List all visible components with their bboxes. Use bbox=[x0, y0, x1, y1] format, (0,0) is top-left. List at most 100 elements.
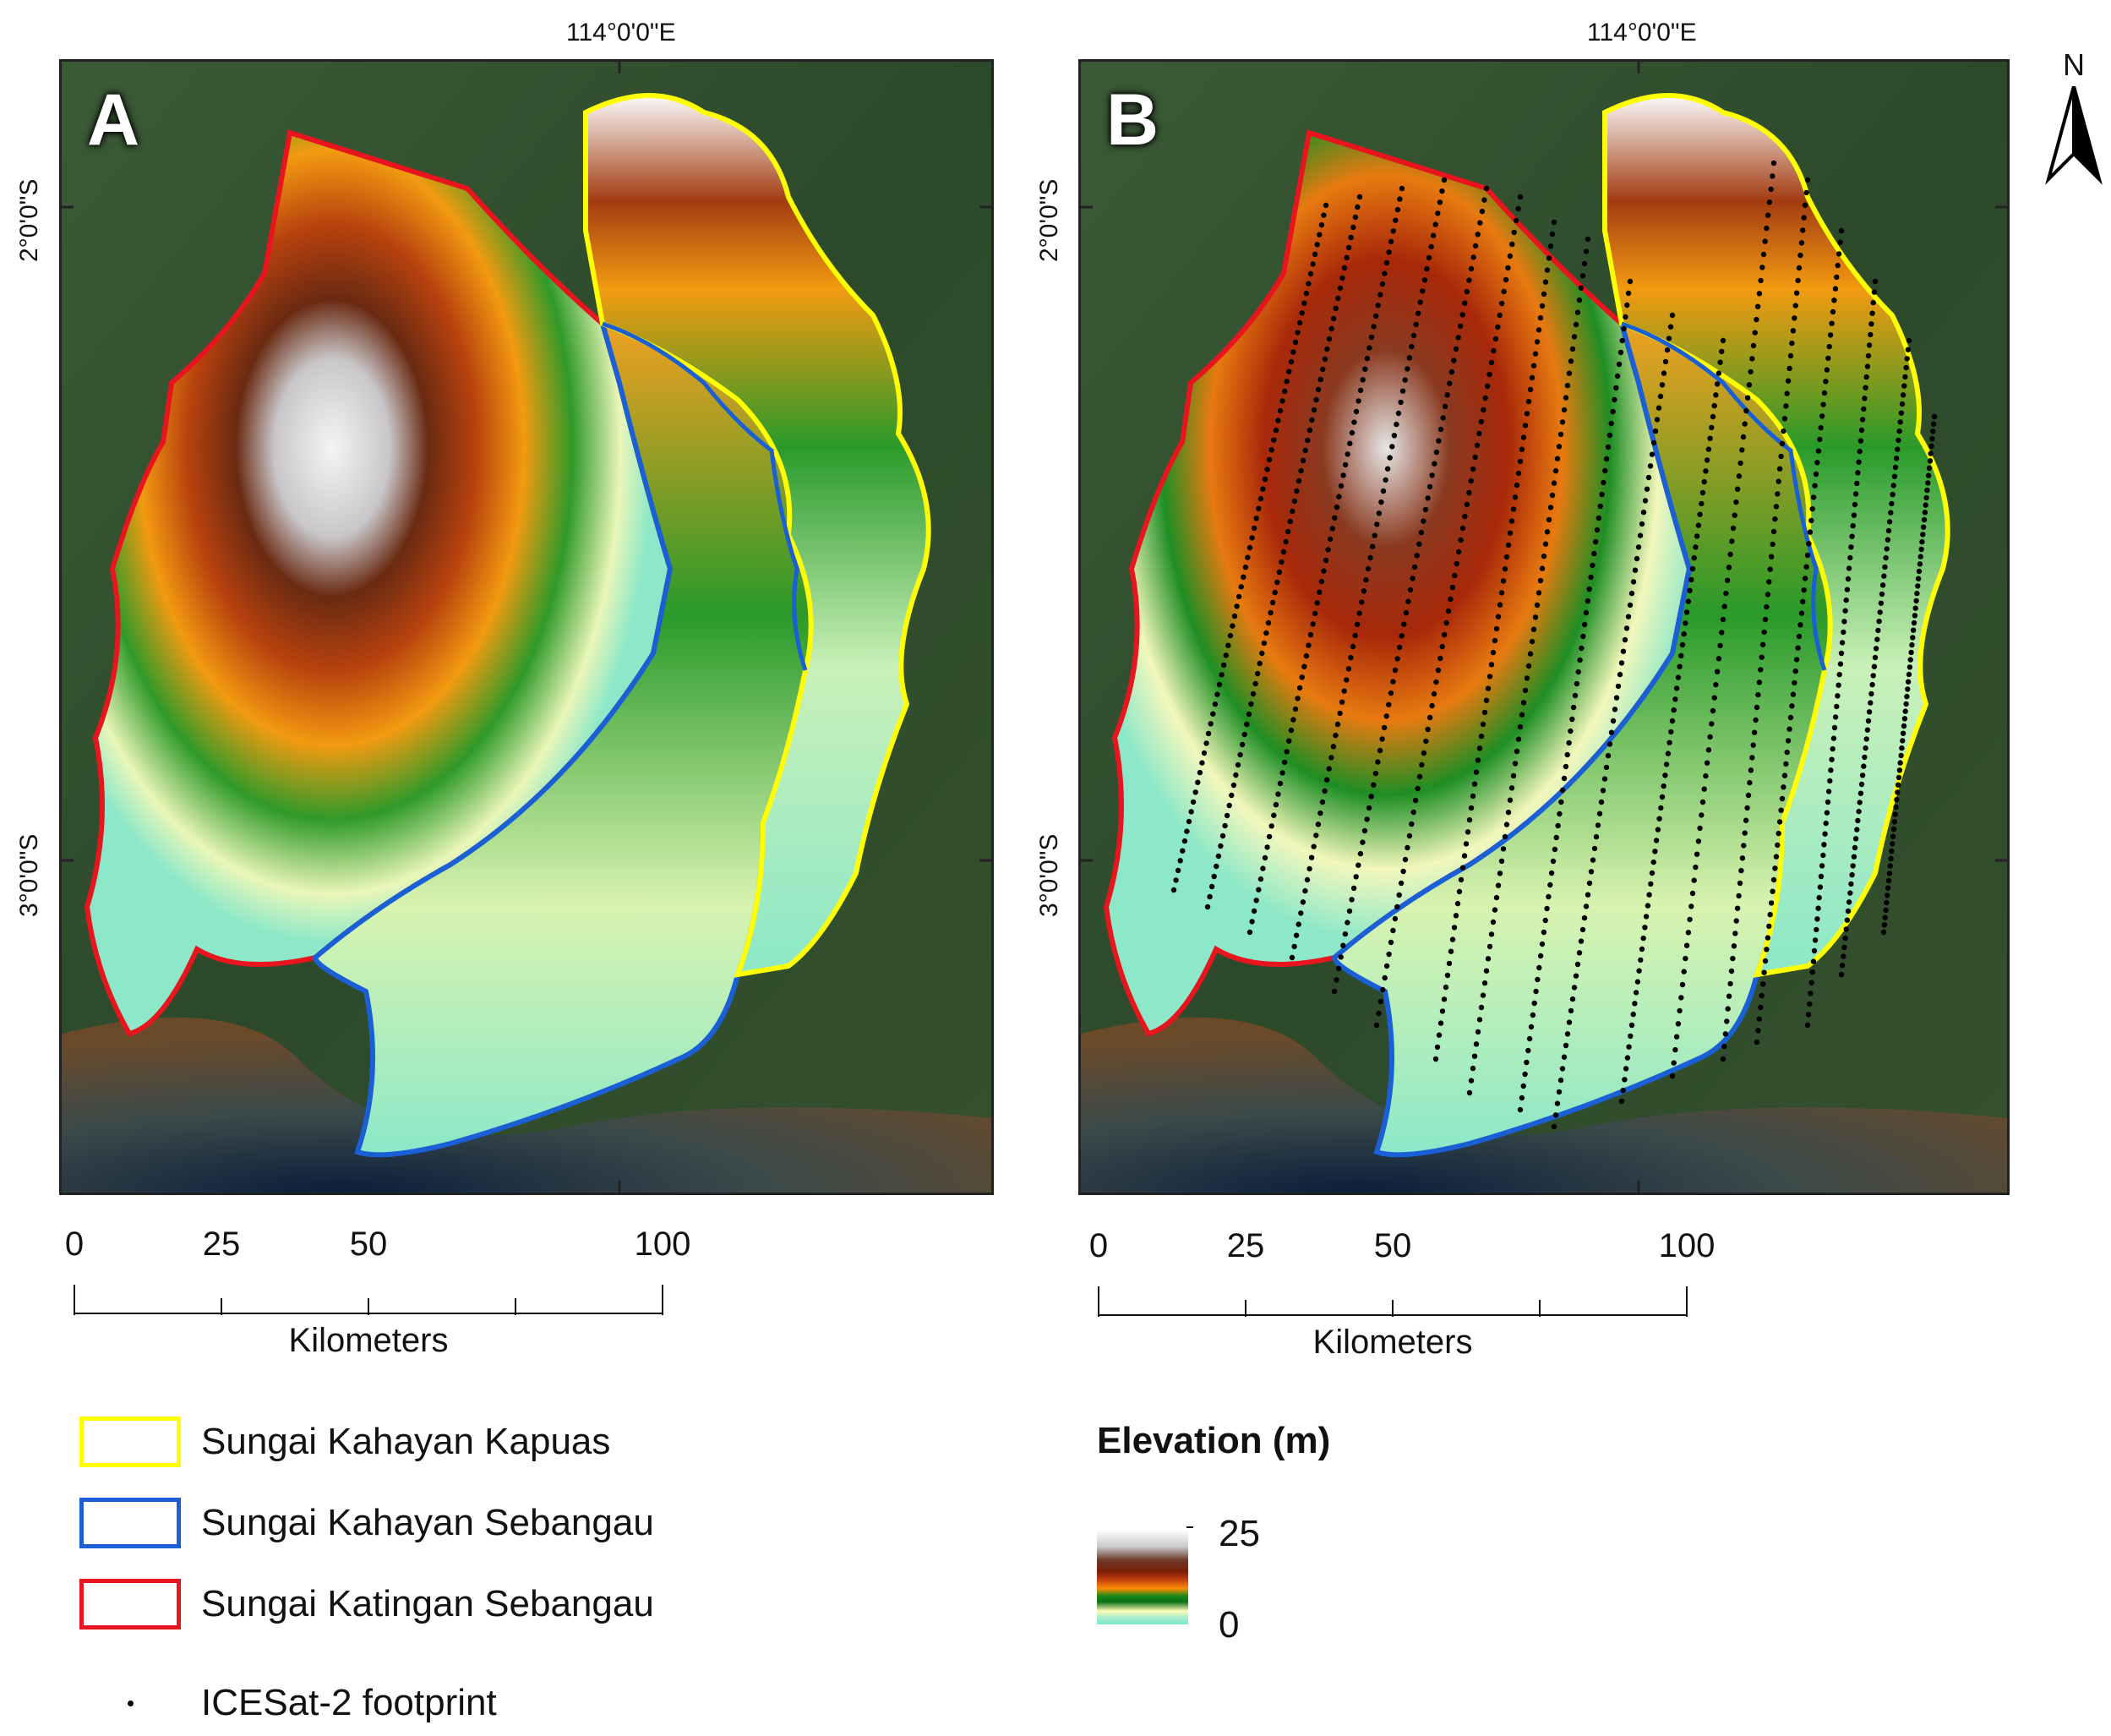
footprint-point bbox=[1588, 869, 1595, 875]
footprint-point bbox=[1579, 645, 1585, 652]
footprint-point bbox=[1542, 279, 1549, 285]
footprint-point bbox=[1707, 435, 1713, 441]
footprint-point bbox=[1917, 554, 1923, 560]
footprint-point bbox=[1257, 876, 1264, 882]
footprint-point bbox=[1642, 925, 1648, 931]
legend-item-katingan: Sungai Katingan Sebangau bbox=[79, 1579, 654, 1630]
footprint-point bbox=[1253, 898, 1259, 903]
footprint-point bbox=[1926, 465, 1933, 472]
footprint-point bbox=[1619, 337, 1625, 344]
footprint-point bbox=[1596, 515, 1602, 521]
footprint-point bbox=[1492, 336, 1499, 342]
footprint-point bbox=[1636, 968, 1642, 974]
kahayan-kapuas-region bbox=[583, 93, 931, 978]
footprint-point bbox=[1694, 533, 1700, 539]
footprint-point bbox=[1758, 667, 1764, 673]
footprint-point bbox=[1748, 767, 1754, 773]
footprint-point bbox=[1433, 679, 1439, 685]
footprint-point bbox=[1845, 908, 1852, 914]
footprint-point bbox=[1668, 729, 1674, 735]
footprint-point bbox=[1606, 741, 1613, 747]
footprint-point bbox=[1733, 918, 1739, 924]
footprint-point bbox=[1755, 691, 1761, 698]
footprint-point bbox=[1666, 336, 1672, 341]
footprint-point bbox=[1256, 505, 1262, 511]
footprint-point bbox=[1672, 696, 1678, 702]
footprint-point bbox=[1519, 446, 1525, 452]
footprint-point bbox=[1284, 379, 1290, 385]
footprint-point bbox=[1928, 450, 1934, 456]
footprint-point bbox=[1884, 546, 1890, 552]
footprint-point bbox=[1656, 405, 1662, 411]
footprint-point bbox=[1364, 816, 1370, 822]
footprint-point bbox=[1355, 204, 1361, 210]
footprint-point bbox=[1284, 749, 1290, 755]
footprint-point bbox=[1564, 751, 1570, 758]
map-panel-b[interactable]: B bbox=[1078, 59, 2010, 1195]
footprint-point bbox=[1820, 852, 1826, 859]
footprint-point bbox=[1330, 744, 1337, 750]
footprint-point bbox=[1534, 339, 1541, 345]
footprint-point bbox=[1274, 579, 1280, 586]
footprint-point bbox=[1891, 819, 1898, 825]
footprint-point bbox=[1452, 572, 1458, 579]
footprint-point bbox=[1683, 620, 1688, 626]
footprint-point bbox=[1639, 521, 1645, 527]
footprint-point bbox=[1197, 769, 1203, 776]
footprint-point bbox=[1403, 609, 1410, 616]
footprint-point bbox=[1273, 427, 1279, 434]
footprint-point bbox=[1815, 905, 1821, 911]
footprint-point bbox=[1848, 544, 1854, 550]
footprint-point bbox=[1906, 337, 1912, 344]
footprint-point bbox=[1734, 905, 1741, 911]
footprint-point bbox=[1797, 252, 1803, 259]
footprint-point bbox=[1508, 518, 1515, 524]
footprint-point bbox=[1776, 466, 1783, 472]
footprint-point bbox=[1726, 993, 1732, 999]
footprint-point bbox=[1515, 470, 1522, 477]
footprint-point bbox=[1517, 723, 1524, 730]
footprint-point bbox=[1688, 576, 1694, 583]
footprint-point bbox=[1471, 1053, 1478, 1059]
footprint-point bbox=[1429, 702, 1435, 709]
footprint-point bbox=[1750, 742, 1756, 748]
footprint-point bbox=[1546, 893, 1552, 900]
footprint-point bbox=[1574, 309, 1581, 315]
footprint-point bbox=[1336, 494, 1342, 500]
footprint-point bbox=[1633, 990, 1639, 996]
footprint-point bbox=[1391, 433, 1398, 439]
footprint-point bbox=[1838, 650, 1845, 657]
footprint-point bbox=[1220, 662, 1227, 669]
footprint-point bbox=[1313, 396, 1319, 403]
footprint-point bbox=[1205, 730, 1212, 737]
footprint-point bbox=[1841, 944, 1847, 951]
footprint-point bbox=[1390, 679, 1396, 685]
footprint-point bbox=[1924, 487, 1930, 494]
footprint-point bbox=[1645, 903, 1651, 909]
footprint-point bbox=[1699, 799, 1706, 805]
footprint-point bbox=[1868, 700, 1874, 706]
footprint-point bbox=[1410, 332, 1417, 339]
footprint-point bbox=[1859, 417, 1866, 423]
footprint-point bbox=[1569, 346, 1576, 352]
footprint-point bbox=[1525, 663, 1532, 669]
footprint-point bbox=[1837, 239, 1843, 245]
footprint-point bbox=[1695, 522, 1702, 528]
footprint-point bbox=[1721, 603, 1727, 609]
footprint-point bbox=[1271, 812, 1277, 818]
footprint-point bbox=[1640, 509, 1647, 516]
footprint-point bbox=[1421, 750, 1427, 756]
footprint-point bbox=[1208, 721, 1214, 727]
footprint-point bbox=[1781, 784, 1786, 790]
footprint-point bbox=[1552, 1112, 1559, 1118]
map-panel-a[interactable]: A bbox=[59, 59, 994, 1195]
footprint-point bbox=[1882, 914, 1888, 920]
footprint-point bbox=[1390, 228, 1396, 234]
footprint-point bbox=[1529, 638, 1536, 645]
footprint-point bbox=[1745, 792, 1752, 799]
footprint-point bbox=[1827, 778, 1833, 784]
footprint-point bbox=[1399, 633, 1405, 639]
footprint-point bbox=[1204, 903, 1211, 910]
footprint-point bbox=[1798, 610, 1805, 616]
footprint-point bbox=[1685, 930, 1692, 936]
